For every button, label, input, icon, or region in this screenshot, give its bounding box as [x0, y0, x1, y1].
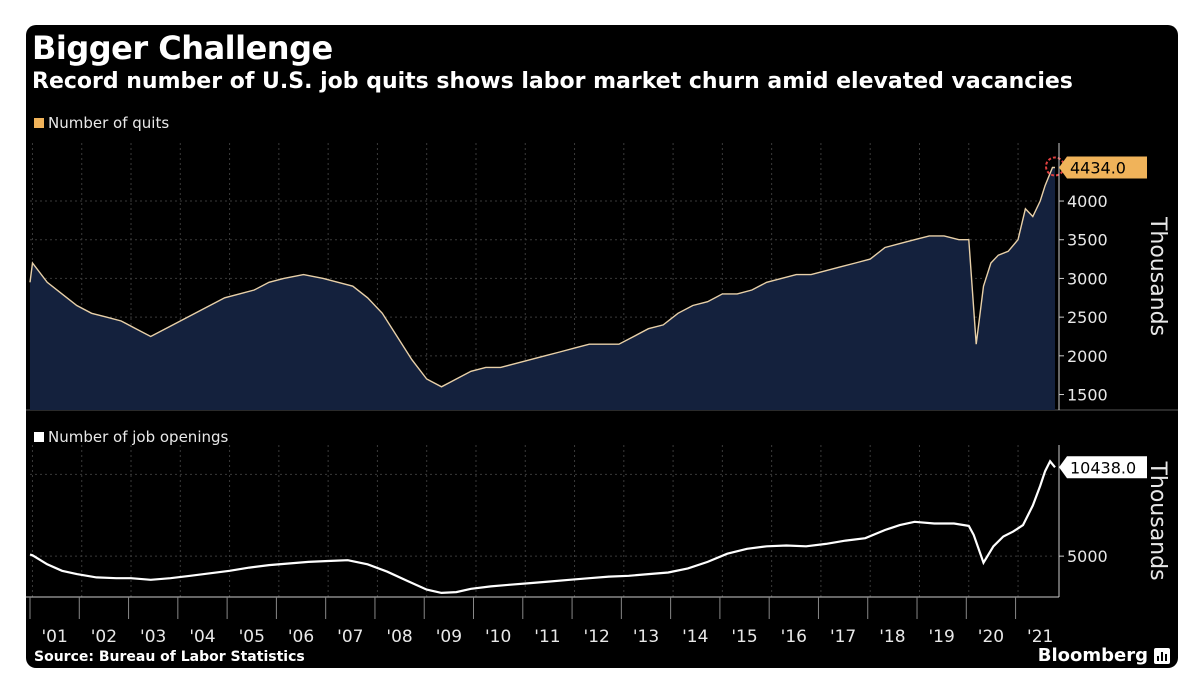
y-tick-label-quits: 2500: [1067, 308, 1108, 327]
y-tick-label-quits: 3500: [1067, 231, 1108, 250]
chart-svg: 1500 2000 2500 3000 3500 4000 4434.0 Thousands 5…: [26, 143, 1178, 647]
bloomberg-chart-icon: [1154, 647, 1170, 664]
x-tick-label: '19: [929, 627, 955, 647]
x-tick-label: '03: [140, 627, 166, 647]
x-tick-label: '12: [584, 627, 610, 647]
openings-last-value-badge: [1059, 456, 1147, 479]
y-tick-label-openings: 5000: [1067, 547, 1108, 566]
x-tick-label: '18: [879, 627, 905, 647]
x-tick-label: '06: [288, 627, 314, 647]
x-tick-label: '13: [633, 627, 659, 647]
chart-card: Bigger Challenge Record number of U.S. j…: [26, 25, 1178, 668]
quits-line: [29, 166, 1055, 388]
x-tick-label: '15: [731, 627, 757, 647]
brand-logo: Bloomberg: [1038, 645, 1170, 666]
y-tick-label-quits: 4000: [1067, 192, 1108, 211]
y-tick-label-quits: 1500: [1067, 386, 1108, 405]
y-tick-label-quits: 2000: [1067, 347, 1108, 366]
x-tick-label: '01: [41, 627, 67, 647]
x-tick-label: '07: [337, 627, 363, 647]
x-tick-label: '02: [91, 627, 117, 647]
quits-last-value-label: 4434.0: [1070, 158, 1126, 177]
x-tick-label: '05: [239, 627, 265, 647]
x-tick-label: '21: [1027, 627, 1053, 647]
x-tick-label: '11: [534, 627, 560, 647]
x-tick-label: '08: [386, 627, 412, 647]
x-tick-label: '09: [436, 627, 462, 647]
legend-openings-swatch: [34, 432, 44, 442]
openings-line: [29, 459, 1056, 595]
legend-openings-label: Number of job openings: [48, 428, 229, 446]
legend-quits: Number of quits: [34, 114, 169, 132]
source-note: Source: Bureau of Labor Statistics: [34, 649, 305, 665]
legend-quits-swatch: [34, 118, 44, 128]
x-tick-label: '10: [485, 627, 511, 647]
brand-name: Bloomberg: [1037, 645, 1148, 666]
chart-subtitle: Record number of U.S. job quits shows la…: [32, 69, 1073, 94]
openings-last-value-label: 10438.0: [1070, 458, 1136, 477]
legend-quits-label: Number of quits: [48, 114, 170, 132]
quits-area: [30, 167, 1055, 410]
x-tick-label: '14: [682, 627, 708, 647]
chart-title: Bigger Challenge: [32, 29, 333, 67]
y-axis-label-quits: Thousands: [1145, 216, 1170, 336]
x-tick-label: '04: [189, 627, 215, 647]
y-tick-label-quits: 3000: [1067, 269, 1108, 288]
x-tick-label: '17: [830, 627, 856, 647]
legend-openings: Number of job openings: [34, 428, 228, 446]
x-tick-label: '20: [978, 627, 1004, 647]
y-axis-label-openings: Thousands: [1145, 460, 1170, 580]
x-tick-label: '16: [781, 627, 807, 647]
quits-last-value-badge: [1059, 156, 1147, 179]
